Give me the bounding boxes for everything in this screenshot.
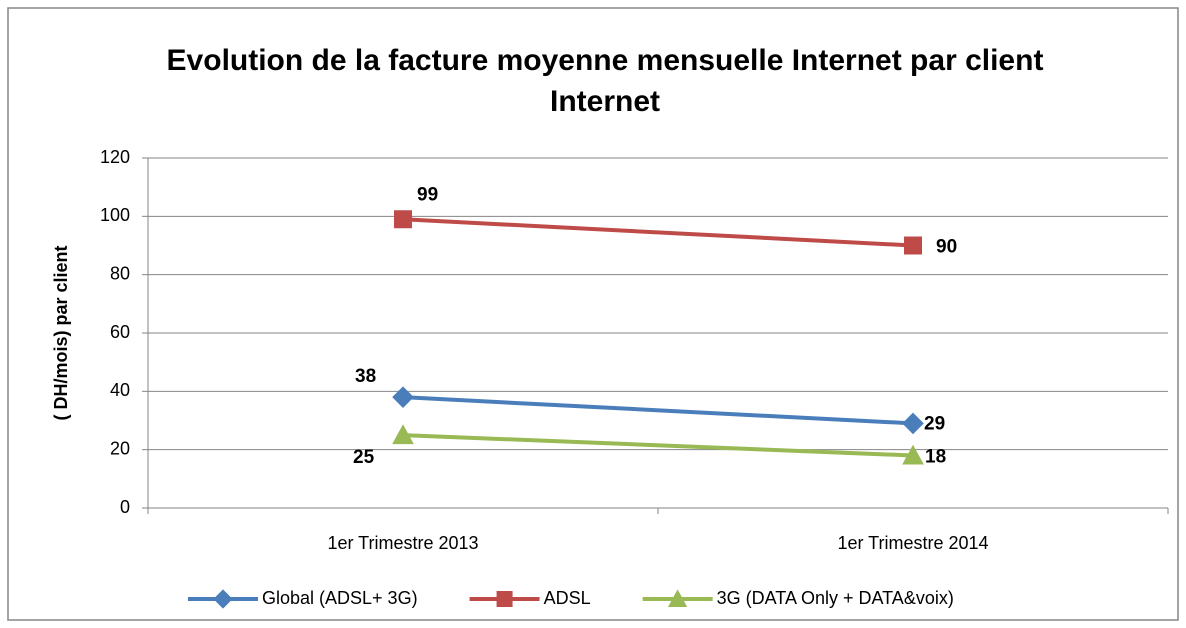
y-tick-label: 60: [110, 322, 130, 342]
data-label: 99: [417, 184, 438, 205]
data-label: 18: [925, 447, 946, 468]
y-tick-label: 120: [100, 147, 130, 167]
legend-label: 3G (DATA Only + DATA&voix): [717, 588, 954, 608]
marker: [496, 591, 513, 607]
marker: [668, 589, 688, 607]
marker: [213, 589, 233, 609]
x-tick-label: 1er Trimestre 2013: [327, 533, 478, 553]
y-axis-label: ( DH/mois) par client: [51, 245, 71, 420]
legend-label: Global (ADSL+ 3G): [262, 588, 418, 608]
chart-title: Evolution de la facture moyenne mensuell…: [166, 44, 1044, 118]
y-tick-label: 20: [110, 438, 130, 458]
data-label: 29: [924, 413, 945, 434]
y-tick-label: 0: [120, 497, 130, 517]
marker: [902, 412, 924, 435]
y-tick-label: 80: [110, 263, 130, 283]
x-tick-label: 1er Trimestre 2014: [837, 533, 988, 553]
data-label: 90: [936, 237, 957, 258]
y-tick-label: 40: [110, 380, 130, 400]
series-line: [402, 217, 914, 248]
series-line: [402, 395, 914, 426]
marker: [902, 444, 924, 465]
legend-label: ADSL: [544, 588, 591, 608]
data-label: 38: [355, 366, 376, 387]
marker: [392, 424, 414, 445]
marker: [392, 386, 414, 408]
marker: [394, 210, 412, 229]
data-label: 25: [353, 447, 375, 468]
chart-border: [7, 7, 1179, 621]
y-tick-label: 100: [100, 205, 130, 225]
marker: [904, 236, 922, 255]
series-line: [402, 433, 914, 458]
